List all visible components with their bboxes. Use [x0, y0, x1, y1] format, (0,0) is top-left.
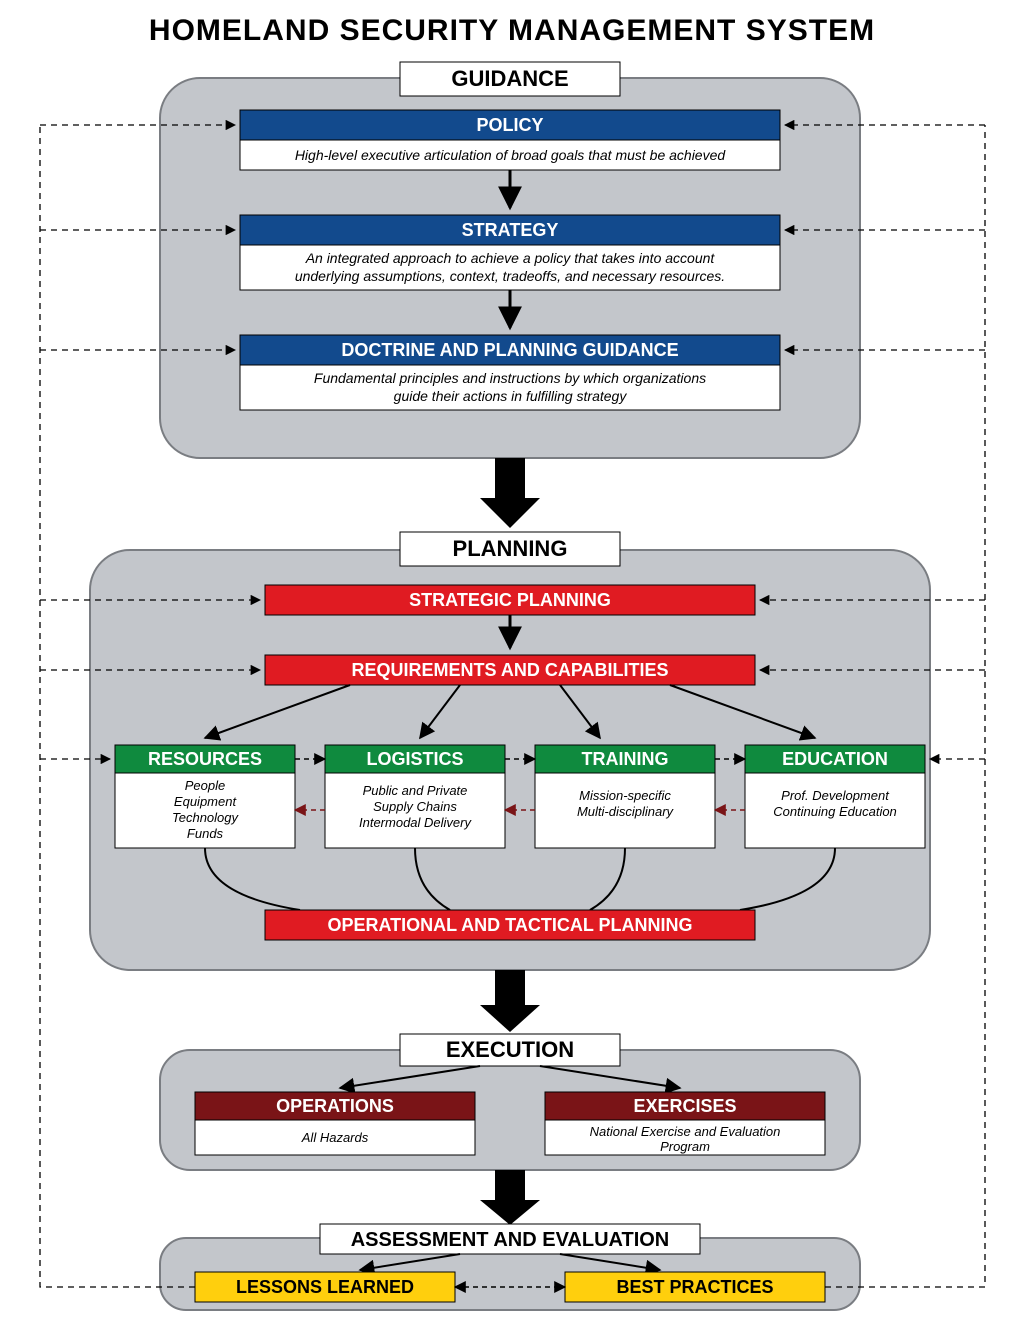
education-d1: Prof. Development	[781, 788, 890, 803]
resources-d2: Equipment	[174, 794, 238, 809]
doctrine-desc-l2: guide their actions in fulfilling strate…	[394, 388, 628, 404]
strategy-box: STRATEGY An integrated approach to achie…	[240, 215, 780, 290]
resources-d3: Technology	[172, 810, 240, 825]
education-d2: Continuing Education	[773, 804, 897, 819]
strategic-planning-label: STRATEGIC PLANNING	[409, 590, 611, 610]
policy-box: POLICY High-level executive articulation…	[240, 110, 780, 170]
exercises-box: EXERCISES National Exercise and Evaluati…	[545, 1092, 825, 1155]
resources-header: RESOURCES	[148, 749, 262, 769]
best-label: BEST PRACTICES	[616, 1277, 773, 1297]
training-d1: Mission-specific	[579, 788, 671, 803]
training-box: TRAINING Mission-specific Multi-discipli…	[535, 745, 715, 848]
big-arrow-guidance-planning	[480, 458, 540, 528]
reqcap-label: REQUIREMENTS AND CAPABILITIES	[351, 660, 668, 680]
lessons-label: LESSONS LEARNED	[236, 1277, 414, 1297]
doctrine-box: DOCTRINE AND PLANNING GUIDANCE Fundament…	[240, 335, 780, 410]
training-d2: Multi-disciplinary	[577, 804, 675, 819]
education-header: EDUCATION	[782, 749, 888, 769]
policy-desc: High-level executive articulation of bro…	[295, 147, 727, 163]
exercises-d1: National Exercise and Evaluation	[590, 1124, 781, 1139]
strategy-desc-l2: underlying assumptions, context, tradeof…	[295, 268, 725, 284]
exercises-d2: Program	[660, 1139, 710, 1154]
logistics-header: LOGISTICS	[366, 749, 463, 769]
planning-label: PLANNING	[453, 536, 568, 561]
operations-header: OPERATIONS	[276, 1096, 394, 1116]
resources-box: RESOURCES People Equipment Technology Fu…	[115, 745, 295, 848]
optac-label: OPERATIONAL AND TACTICAL PLANNING	[328, 915, 693, 935]
assessment-label: ASSESSMENT AND EVALUATION	[351, 1229, 670, 1251]
doctrine-header: DOCTRINE AND PLANNING GUIDANCE	[341, 340, 678, 360]
diagram-canvas: HOMELAND SECURITY MANAGEMENT SYSTEM GUID…	[0, 0, 1024, 1323]
training-header: TRAINING	[582, 749, 669, 769]
strategy-header: STRATEGY	[462, 220, 559, 240]
logistics-d3: Intermodal Delivery	[359, 815, 472, 830]
execution-label: EXECUTION	[446, 1037, 574, 1062]
resources-d1: People	[185, 778, 225, 793]
education-box: EDUCATION Prof. Development Continuing E…	[745, 745, 925, 848]
logistics-d1: Public and Private	[363, 783, 468, 798]
exercises-header: EXERCISES	[633, 1096, 736, 1116]
big-arrow-planning-execution	[480, 970, 540, 1032]
doctrine-desc-l1: Fundamental principles and instructions …	[314, 370, 706, 386]
strategy-desc-l1: An integrated approach to achieve a poli…	[305, 250, 716, 266]
logistics-d2: Supply Chains	[373, 799, 457, 814]
resources-d4: Funds	[187, 826, 224, 841]
operations-box: OPERATIONS All Hazards	[195, 1092, 475, 1155]
guidance-label: GUIDANCE	[451, 66, 568, 91]
operations-desc: All Hazards	[301, 1130, 369, 1145]
big-arrow-execution-assessment	[480, 1170, 540, 1225]
main-title: HOMELAND SECURITY MANAGEMENT SYSTEM	[149, 14, 875, 47]
policy-header: POLICY	[476, 115, 543, 135]
logistics-box: LOGISTICS Public and Private Supply Chai…	[325, 745, 505, 848]
